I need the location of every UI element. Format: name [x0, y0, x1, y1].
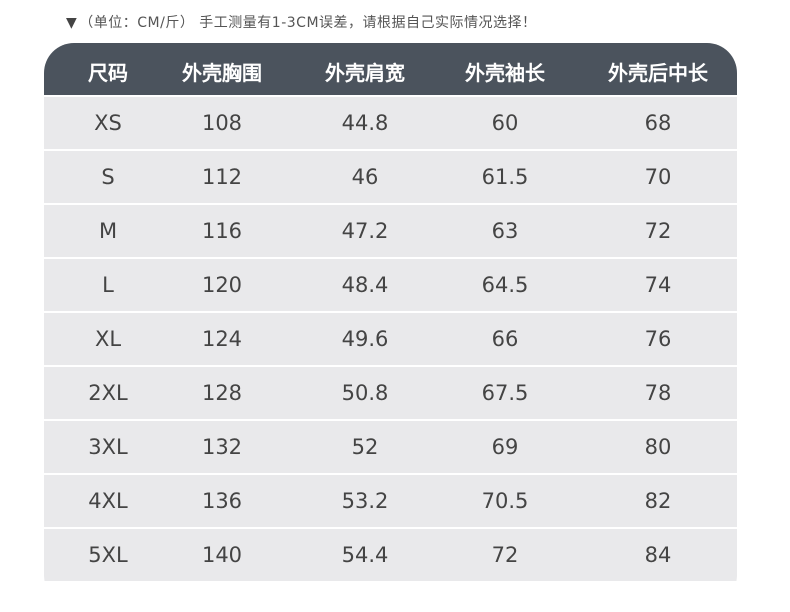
measurement-cell: 48.4 [341, 273, 389, 297]
size-label: 4XL [88, 489, 128, 513]
table-row: S 112 46 61.5 70 [44, 151, 737, 203]
measurement-cell: 52 [351, 435, 379, 459]
measurement-cell: 82 [644, 489, 672, 513]
measurement-cell: 112 [201, 165, 243, 189]
table-row: XS 108 44.8 60 68 [44, 97, 737, 149]
measurement-cell: 68 [644, 111, 672, 135]
measurement-cell: 44.8 [341, 111, 389, 135]
size-label: 5XL [88, 543, 128, 567]
measurement-cell: 60 [491, 111, 519, 135]
table-row: 3XL 132 52 69 80 [44, 421, 737, 473]
table-header: 尺码 外壳胸围 外壳肩宽 外壳袖长 外壳后中长 [44, 43, 737, 95]
size-label: XS [94, 111, 122, 135]
measurement-cell: 124 [201, 327, 243, 351]
size-label: 2XL [88, 381, 128, 405]
column-header: 外壳后中长 [608, 61, 708, 85]
table-row: M 116 47.2 63 72 [44, 205, 737, 257]
measurement-cell: 140 [201, 543, 243, 567]
measurement-cell: 63 [491, 219, 519, 243]
size-chart-table: 尺码 外壳胸围 外壳肩宽 外壳袖长 外壳后中长 XS 108 44.8 60 68 S 112 46 6… [44, 43, 737, 598]
column-header: 外壳肩宽 [325, 61, 405, 85]
measurement-cell: 78 [644, 381, 672, 405]
measurement-cell: 54.4 [341, 543, 389, 567]
table-row: 5XL 140 54.4 72 84 [44, 529, 737, 581]
measurement-cell: 70.5 [481, 489, 529, 513]
measurement-cell: 49.6 [341, 327, 389, 351]
size-label: S [101, 165, 115, 189]
size-label: L [102, 273, 114, 297]
table-row: L 120 48.4 64.5 74 [44, 259, 737, 311]
column-header: 尺码 [88, 61, 128, 85]
triangle-down-icon: ▼ [66, 15, 78, 31]
measurement-cell: 108 [201, 111, 243, 135]
measurement-cell: 70 [644, 165, 672, 189]
measurement-cell: 116 [201, 219, 243, 243]
measurement-cell: 136 [201, 489, 243, 513]
measurement-cell: 128 [201, 381, 243, 405]
measurement-cell: 46 [351, 165, 379, 189]
measurement-cell: 132 [201, 435, 243, 459]
measurement-cell: 67.5 [481, 381, 529, 405]
measurement-cell: 74 [644, 273, 672, 297]
table-row: 4XL 136 53.2 70.5 82 [44, 475, 737, 527]
measurement-cell: 69 [491, 435, 519, 459]
measurement-cell: 80 [644, 435, 672, 459]
size-label: M [98, 219, 118, 243]
measurement-cell: 61.5 [481, 165, 529, 189]
measurement-cell: 53.2 [341, 489, 389, 513]
table-row: XL 124 49.6 66 76 [44, 313, 737, 365]
size-label: XL [94, 327, 122, 351]
measurement-cell: 84 [644, 543, 672, 567]
column-header: 外壳胸围 [182, 61, 262, 85]
measurement-cell: 66 [491, 327, 519, 351]
measurement-cell: 120 [201, 273, 243, 297]
measurement-cell: 72 [491, 543, 519, 567]
size-label: 3XL [88, 435, 128, 459]
measurement-cell: 47.2 [341, 219, 389, 243]
column-header: 外壳袖长 [465, 61, 545, 85]
measurement-cell: 50.8 [341, 381, 389, 405]
note-text: （单位：CM/斤） 手工测量有1-3CM误差，请根据自己实际情况选择！ [79, 15, 537, 31]
measurement-cell: 76 [644, 327, 672, 351]
measurement-cell: 64.5 [481, 273, 529, 297]
unit-note: ▼ （单位：CM/斤） 手工测量有1-3CM误差，请根据自己实际情况选择！ [66, 12, 537, 32]
table-row: 2XL 128 50.8 67.5 78 [44, 367, 737, 419]
measurement-cell: 72 [644, 219, 672, 243]
